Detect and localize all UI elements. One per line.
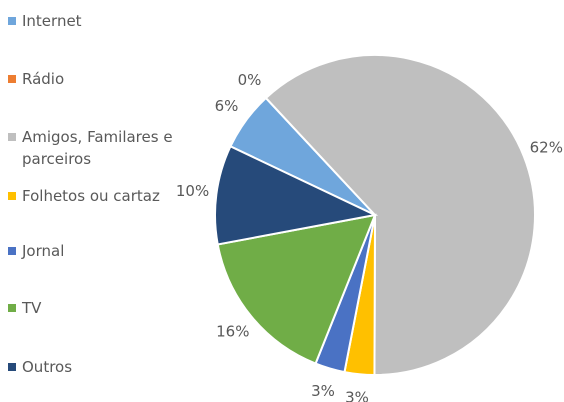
legend-swatch bbox=[8, 133, 16, 141]
legend-item: Internet bbox=[8, 10, 223, 32]
legend-item: Folhetos ou cartaz bbox=[8, 185, 223, 207]
data-label: 3% bbox=[345, 389, 369, 402]
legend-label: Rádio bbox=[22, 70, 65, 88]
legend-swatch bbox=[8, 75, 16, 83]
legend-item: Rádio bbox=[8, 68, 223, 90]
legend-item: Amigos, Familares e parceiros bbox=[8, 126, 223, 170]
legend-label: Folhetos ou cartaz bbox=[22, 187, 160, 205]
data-label: 0% bbox=[238, 71, 262, 89]
pie-slice bbox=[214, 145, 379, 246]
legend-label: TV bbox=[22, 299, 42, 317]
data-label: 3% bbox=[311, 382, 335, 400]
legend-label: Amigos, Familares e parceiros bbox=[22, 128, 173, 168]
data-label: 6% bbox=[215, 97, 239, 115]
data-label: 62% bbox=[530, 138, 563, 156]
data-label: 16% bbox=[216, 322, 249, 340]
legend-item: Outros bbox=[8, 356, 223, 378]
legend-item: Jornal bbox=[8, 240, 223, 262]
pie-slice bbox=[216, 213, 377, 365]
pie-slice bbox=[264, 54, 536, 376]
data-label: 10% bbox=[176, 182, 209, 200]
legend-label: Internet bbox=[22, 12, 82, 30]
legend-item: TV bbox=[8, 297, 223, 319]
legend-swatch bbox=[8, 363, 16, 371]
legend-swatch bbox=[8, 304, 16, 312]
legend-swatch bbox=[8, 247, 16, 255]
legend-swatch bbox=[8, 192, 16, 200]
legend-label: Jornal bbox=[22, 242, 65, 260]
legend-swatch bbox=[8, 17, 16, 25]
legend-label: Outros bbox=[22, 358, 73, 376]
